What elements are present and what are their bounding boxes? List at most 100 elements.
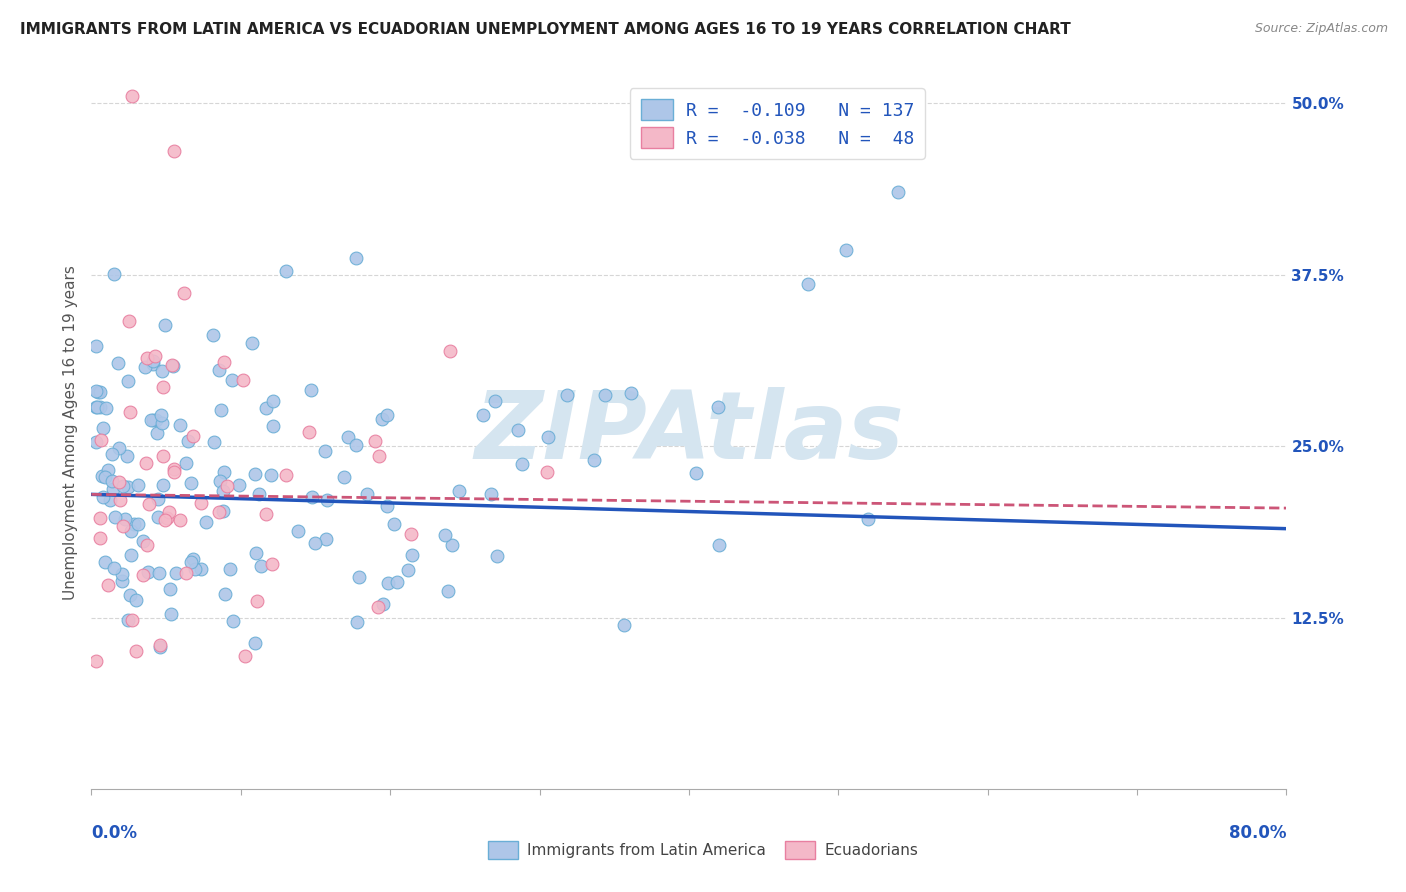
Point: [371, 411, 394, 425]
Point: [537, 430, 560, 444]
Point: [212, 503, 235, 517]
Point: [111, 478, 134, 492]
Point: [346, 615, 368, 629]
Point: [101, 447, 124, 461]
Point: [149, 638, 172, 652]
Point: [887, 186, 910, 200]
Point: [243, 467, 266, 482]
Point: [111, 518, 134, 533]
Point: [344, 251, 367, 265]
Point: [685, 467, 707, 481]
Point: [117, 613, 139, 627]
Point: [709, 538, 731, 552]
Point: [127, 478, 149, 492]
Point: [111, 567, 134, 582]
Point: [243, 635, 266, 649]
Point: [240, 335, 263, 350]
Legend: Immigrants from Latin America, Ecuadorians: Immigrants from Latin America, Ecuadoria…: [482, 835, 924, 864]
Point: [254, 401, 277, 416]
Point: [121, 89, 143, 103]
Point: [173, 286, 195, 301]
Point: [184, 562, 207, 576]
Point: [148, 510, 170, 524]
Point: [159, 582, 181, 597]
Point: [250, 558, 273, 573]
Text: 0.0%: 0.0%: [91, 823, 138, 842]
Point: [262, 557, 284, 571]
Point: [583, 453, 606, 467]
Point: [212, 354, 235, 368]
Point: [510, 457, 533, 471]
Point: [401, 548, 423, 562]
Point: [89, 401, 111, 415]
Point: [103, 482, 125, 496]
Point: [367, 449, 389, 463]
Point: [363, 434, 385, 448]
Point: [84, 435, 107, 450]
Point: [260, 467, 283, 482]
Point: [479, 487, 502, 501]
Text: IMMIGRANTS FROM LATIN AMERICA VS ECUADORIAN UNEMPLOYMENT AMONG AGES 16 TO 19 YEA: IMMIGRANTS FROM LATIN AMERICA VS ECUADOR…: [20, 22, 1070, 37]
Point: [107, 356, 129, 370]
Point: [142, 412, 165, 426]
Point: [620, 385, 643, 400]
Point: [246, 594, 269, 608]
Point: [194, 515, 217, 529]
Point: [86, 401, 108, 415]
Point: [156, 511, 179, 525]
Point: [111, 574, 134, 589]
Point: [202, 328, 225, 343]
Point: [155, 318, 177, 333]
Y-axis label: Unemployment Among Ages 16 to 19 years: Unemployment Among Ages 16 to 19 years: [62, 265, 77, 600]
Point: [219, 562, 242, 576]
Point: [117, 450, 139, 464]
Point: [93, 420, 115, 434]
Point: [86, 385, 108, 400]
Point: [108, 492, 131, 507]
Point: [162, 359, 184, 373]
Text: ZIPAtlas: ZIPAtlas: [474, 386, 904, 479]
Point: [180, 476, 202, 491]
Point: [484, 393, 506, 408]
Point: [382, 516, 405, 531]
Point: [274, 467, 297, 482]
Point: [145, 426, 167, 441]
Point: [315, 532, 337, 546]
Point: [121, 613, 143, 627]
Point: [90, 433, 112, 447]
Point: [157, 505, 180, 519]
Point: [301, 491, 323, 505]
Point: [245, 546, 267, 560]
Point: [797, 277, 820, 292]
Point: [835, 243, 858, 257]
Point: [274, 264, 297, 278]
Point: [118, 314, 141, 328]
Point: [169, 513, 191, 527]
Point: [91, 469, 114, 483]
Point: [117, 480, 139, 494]
Point: [262, 393, 284, 408]
Point: [208, 362, 231, 376]
Point: [150, 364, 173, 378]
Point: [94, 401, 117, 415]
Point: [160, 607, 183, 621]
Point: [401, 527, 423, 541]
Point: [117, 374, 139, 388]
Point: [136, 566, 159, 580]
Point: [433, 528, 456, 542]
Text: 80.0%: 80.0%: [1229, 823, 1286, 842]
Point: [142, 353, 165, 368]
Point: [169, 417, 191, 432]
Point: [163, 465, 186, 479]
Point: [298, 425, 321, 440]
Point: [84, 654, 107, 668]
Point: [84, 384, 107, 398]
Point: [449, 484, 471, 499]
Point: [287, 524, 309, 539]
Point: [176, 566, 198, 580]
Point: [146, 492, 169, 507]
Point: [222, 614, 245, 628]
Point: [356, 487, 378, 501]
Point: [314, 443, 336, 458]
Point: [152, 379, 174, 393]
